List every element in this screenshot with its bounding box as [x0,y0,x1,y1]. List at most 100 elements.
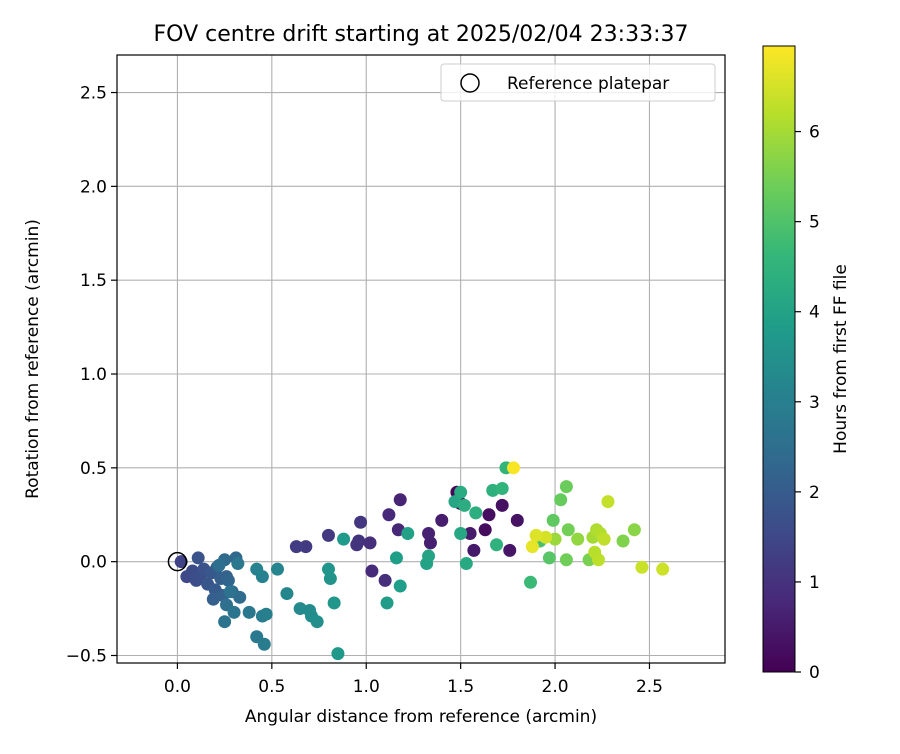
data-point [231,557,245,571]
data-point [529,528,543,542]
plot-frame [116,54,726,664]
data-point [242,605,256,619]
data-point [363,536,377,550]
data-points [174,461,670,661]
y-tick-label: −0.5 [66,646,107,666]
data-point [490,538,504,552]
x-tick-label: 1.0 [353,677,380,697]
data-point [478,523,492,537]
colorbar-tick-label: 0 [809,663,820,683]
data-point [382,508,396,522]
x-tick-label: 2.5 [636,677,663,697]
data-point [393,493,407,507]
data-point [457,498,471,512]
data-point [495,498,509,512]
data-point [616,534,630,548]
colorbar-tick-label: 1 [809,573,820,593]
data-point [280,587,294,601]
data-point [559,480,573,494]
data-point [435,513,449,527]
data-point [554,493,568,507]
data-point [591,553,605,567]
x-tick-label: 0.5 [258,677,285,697]
data-point [350,538,364,552]
reference-marker [167,551,188,572]
x-tick-label: 1.5 [447,677,474,697]
y-tick-label: 2.0 [80,177,107,197]
data-point [270,562,284,576]
data-point [482,508,496,522]
data-point [459,557,473,571]
data-point [571,532,585,546]
y-tick-label: 2.5 [80,84,107,104]
data-point [524,575,538,589]
data-point [212,558,226,572]
y-axis-label: Rotation from reference (arcmin) [23,219,43,499]
x-axis-ticks: 0.0 0.5 1.0 1.5 2.0 2.5 [164,663,663,697]
data-point [542,551,556,565]
data-point [365,564,379,578]
data-point [223,585,237,599]
x-tick-label: 2.0 [542,677,569,697]
data-point [337,532,351,546]
data-point [401,527,415,541]
data-point [503,543,517,557]
data-point [495,481,509,495]
data-point [422,527,436,541]
y-axis-ticks: −0.5 0.0 0.5 1.0 1.5 2.0 2.5 [66,84,117,666]
data-point [635,560,649,574]
data-point [327,596,341,610]
colorbar-tick-label: 3 [809,393,820,413]
colorbar: 0 1 2 3 4 5 6 Hours from first FF file [762,45,851,683]
colorbar-gradient [762,45,796,673]
data-point [561,523,575,537]
data-point [218,615,232,629]
data-point [389,551,403,565]
data-point [656,562,670,576]
data-point [510,513,524,527]
colorbar-tick-label: 5 [809,213,820,233]
data-point [559,553,573,567]
chart-title: FOV centre drift starting at 2025/02/04 … [154,22,689,47]
data-point [331,647,345,661]
colorbar-tick-label: 6 [809,123,820,143]
data-point [380,596,394,610]
data-point [467,543,481,557]
data-point [257,637,271,651]
data-point [378,573,392,587]
data-point [259,607,273,621]
data-point [507,461,521,475]
colorbar-tick-label: 2 [809,483,820,503]
x-tick-label: 0.0 [164,677,191,697]
legend-box [440,63,716,102]
data-point [233,590,247,604]
y-tick-label: 1.0 [80,365,107,385]
data-point [601,495,615,509]
legend-marker-icon [460,73,480,93]
x-axis-label: Angular distance from reference (arcmin) [245,707,597,727]
data-point [289,540,303,554]
colorbar-tick-label: 4 [809,303,820,323]
data-point [227,605,241,619]
y-tick-label: 0.0 [80,553,107,573]
data-point [597,532,611,546]
data-point [627,523,641,537]
data-point [174,555,188,569]
data-point [250,562,264,576]
colorbar-ticks: 0 1 2 3 4 5 6 [795,123,820,683]
data-point [546,513,560,527]
data-point [191,551,205,565]
data-point [221,573,235,587]
legend-label: Reference platepar [507,74,669,94]
data-point [321,562,335,576]
data-point [525,540,539,554]
colorbar-label: Hours from first FF file [831,264,851,454]
data-point [422,549,436,563]
y-tick-label: 0.5 [80,459,107,479]
data-point [310,615,324,629]
data-point [454,485,468,499]
data-point [354,515,368,529]
data-point [299,540,313,554]
data-point [321,528,335,542]
